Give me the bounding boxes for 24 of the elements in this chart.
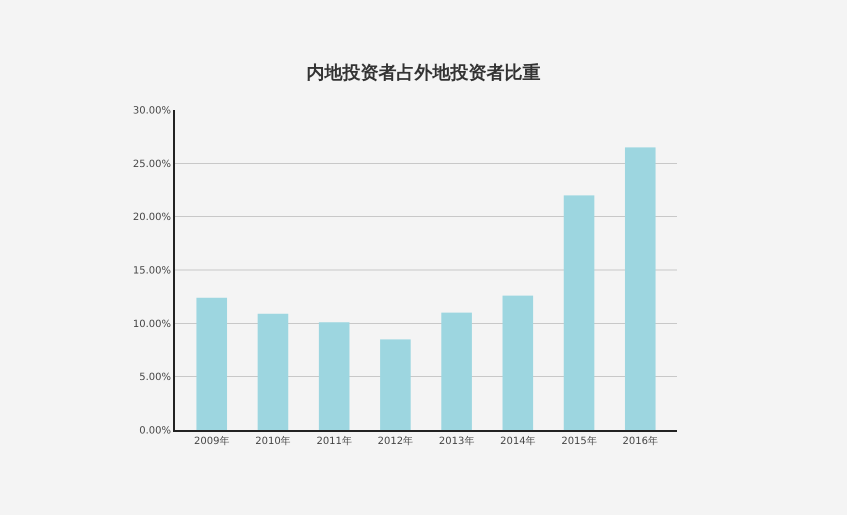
y-tick-label: 20.00% bbox=[132, 212, 171, 224]
y-tick-label: 15.00% bbox=[132, 266, 171, 276]
y-tick-label: 25.00% bbox=[132, 158, 171, 170]
bar bbox=[502, 296, 534, 430]
bar bbox=[564, 195, 594, 430]
bar bbox=[318, 322, 350, 430]
bar bbox=[441, 312, 472, 430]
x-tick-label: 2012年 bbox=[378, 435, 414, 447]
chart-title: 内地投资者占外地投资者比重 bbox=[306, 62, 540, 84]
bar bbox=[258, 314, 288, 430]
x-tick-label: 2009年 bbox=[194, 435, 230, 447]
x-tick-label: 2015年 bbox=[561, 435, 597, 447]
x-tick-label: 2013年 bbox=[438, 435, 474, 447]
bar bbox=[380, 339, 411, 430]
y-tick-label: 0.00% bbox=[139, 426, 171, 436]
x-tick-label: 2011年 bbox=[316, 435, 352, 447]
y-tick-label: 5.00% bbox=[139, 372, 171, 384]
y-tick-label: 10.00% bbox=[132, 318, 171, 330]
y-tick-label: 30.00% bbox=[132, 106, 171, 116]
x-tick-label: 2016年 bbox=[622, 435, 658, 447]
bar bbox=[196, 298, 228, 430]
x-tick-label: 2010年 bbox=[255, 435, 291, 447]
bar bbox=[624, 147, 656, 430]
x-tick-label: 2014年 bbox=[500, 435, 536, 447]
